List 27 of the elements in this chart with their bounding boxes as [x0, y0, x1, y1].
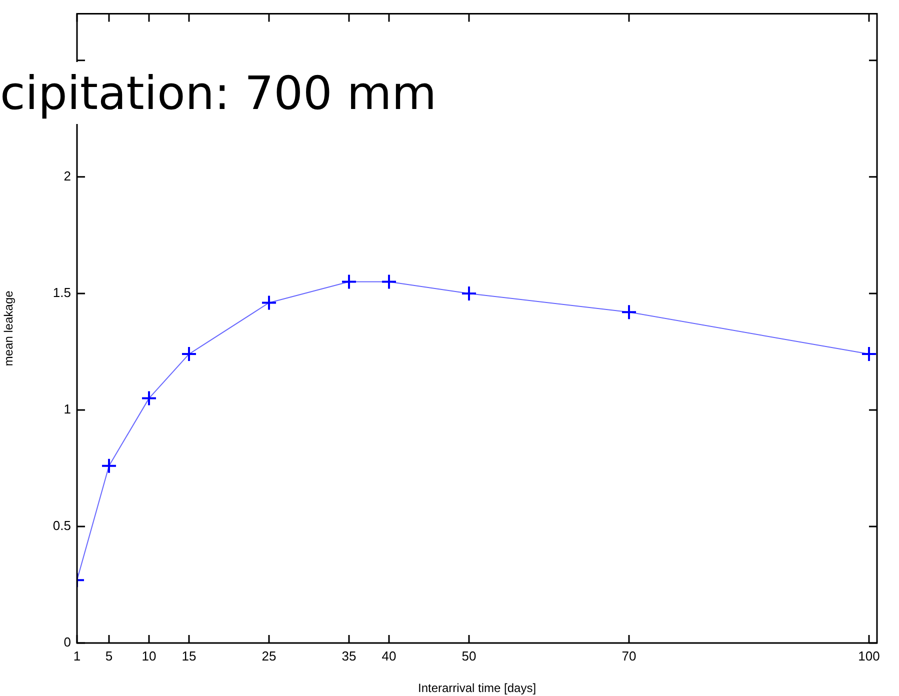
y-tick-label: 0.5	[52, 518, 71, 534]
x-tick-label: 50	[462, 648, 476, 664]
x-tick-label: 10	[142, 648, 156, 664]
point	[461, 285, 477, 302]
point	[141, 390, 157, 406]
x-tick-label: 70	[622, 648, 636, 664]
x-tick-label: 1	[73, 648, 81, 664]
point	[261, 294, 277, 311]
point	[181, 346, 197, 362]
x-tick-label: 40	[382, 648, 396, 664]
x-tick-label: 5	[105, 648, 113, 664]
y-tick-label: 0	[64, 634, 71, 650]
x-tick-label: 35	[342, 648, 356, 664]
point	[861, 346, 877, 362]
y-tick-label: 1.5	[52, 285, 71, 300]
x-axis-title: Interarrival time [days]	[418, 681, 536, 696]
y-tick-label: 2	[64, 168, 71, 184]
point	[341, 274, 357, 290]
point	[621, 304, 637, 320]
point	[101, 458, 117, 474]
x-tick-label: 25	[262, 648, 276, 664]
text: cipitation: 700 mm	[0, 62, 443, 124]
y-tick-label: 1	[64, 402, 71, 417]
x-tick-label: 100	[858, 648, 880, 664]
x-tick-label: 15	[182, 648, 196, 664]
point	[381, 274, 397, 290]
y-axis-title: mean leakage	[2, 290, 16, 366]
